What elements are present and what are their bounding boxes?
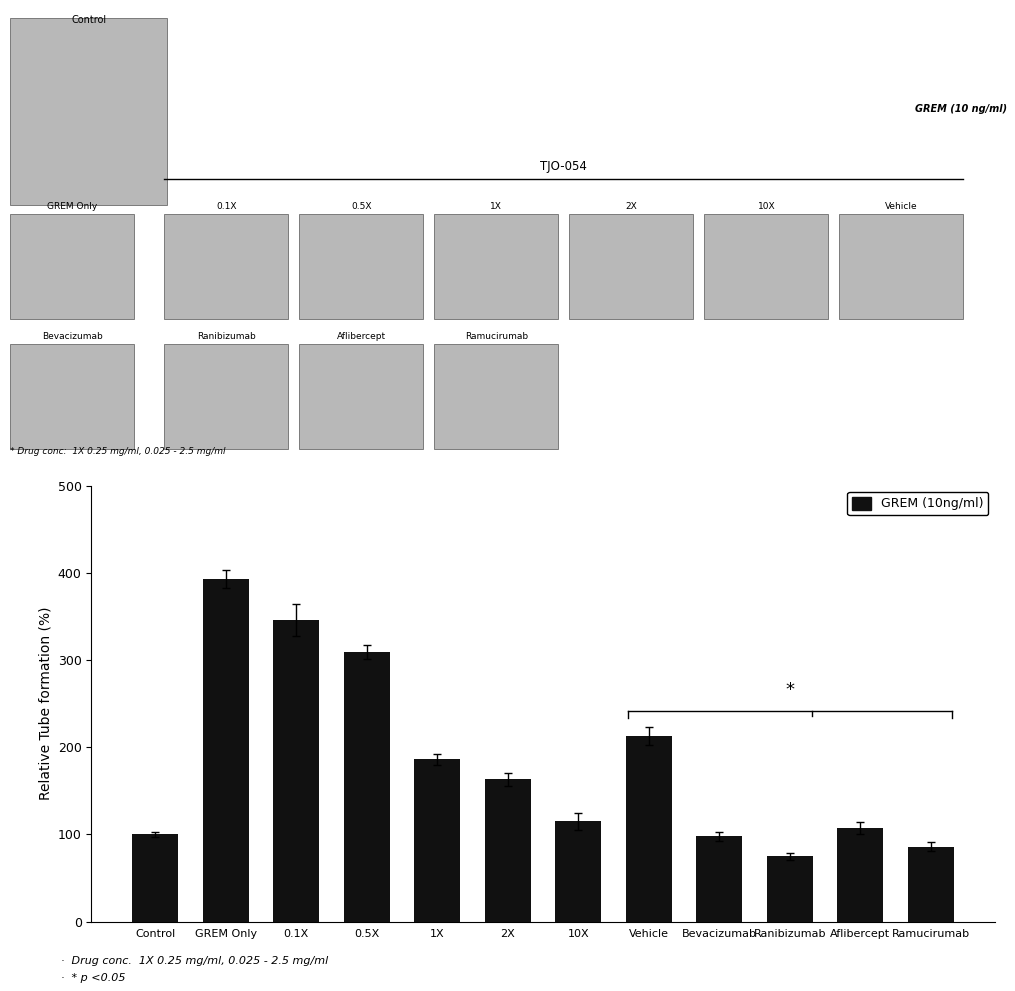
Bar bbox=[704, 214, 828, 319]
Bar bbox=[10, 18, 167, 205]
Bar bbox=[273, 620, 319, 922]
Legend: GREM (10ng/ml): GREM (10ng/ml) bbox=[848, 492, 989, 515]
Bar bbox=[203, 579, 249, 922]
Bar bbox=[164, 344, 288, 449]
Bar bbox=[837, 828, 883, 922]
Text: ·  * p <0.05: · * p <0.05 bbox=[61, 973, 126, 983]
Bar bbox=[696, 836, 742, 922]
Bar bbox=[344, 652, 390, 922]
Bar bbox=[434, 214, 558, 319]
Text: Aflibercept: Aflibercept bbox=[337, 332, 386, 341]
Bar bbox=[10, 344, 134, 449]
Text: TJO-054: TJO-054 bbox=[540, 161, 588, 173]
Text: GREM Only: GREM Only bbox=[47, 201, 97, 211]
Bar bbox=[414, 759, 460, 922]
Text: Control: Control bbox=[71, 15, 107, 25]
Bar bbox=[132, 834, 179, 922]
Text: GREM (10 ng/ml): GREM (10 ng/ml) bbox=[915, 104, 1007, 114]
Bar bbox=[299, 344, 423, 449]
Text: Bevacizumab: Bevacizumab bbox=[42, 332, 103, 341]
Bar bbox=[555, 822, 601, 922]
Text: 0.1X: 0.1X bbox=[216, 201, 236, 211]
Text: 2X: 2X bbox=[625, 201, 637, 211]
Text: 10X: 10X bbox=[757, 201, 775, 211]
Bar bbox=[767, 856, 813, 922]
Bar bbox=[626, 736, 672, 922]
Text: Ramucirumab: Ramucirumab bbox=[465, 332, 528, 341]
Bar bbox=[839, 214, 963, 319]
Bar bbox=[907, 846, 954, 922]
Bar bbox=[10, 214, 134, 319]
Bar bbox=[569, 214, 693, 319]
Text: 1X: 1X bbox=[490, 201, 502, 211]
Text: Vehicle: Vehicle bbox=[885, 201, 918, 211]
Bar bbox=[299, 214, 423, 319]
Text: ·  Drug conc.  1X 0.25 mg/ml, 0.025 - 2.5 mg/ml: · Drug conc. 1X 0.25 mg/ml, 0.025 - 2.5 … bbox=[61, 956, 328, 966]
Bar bbox=[164, 214, 288, 319]
Text: Ranibizumab: Ranibizumab bbox=[197, 332, 256, 341]
Bar bbox=[434, 344, 558, 449]
Bar bbox=[485, 780, 531, 922]
Text: * Drug conc:  1X 0.25 mg/ml, 0.025 - 2.5 mg/ml: * Drug conc: 1X 0.25 mg/ml, 0.025 - 2.5 … bbox=[10, 447, 225, 456]
Text: 0.5X: 0.5X bbox=[351, 201, 371, 211]
Text: *: * bbox=[786, 681, 795, 700]
Y-axis label: Relative Tube formation (%): Relative Tube formation (%) bbox=[39, 606, 52, 801]
